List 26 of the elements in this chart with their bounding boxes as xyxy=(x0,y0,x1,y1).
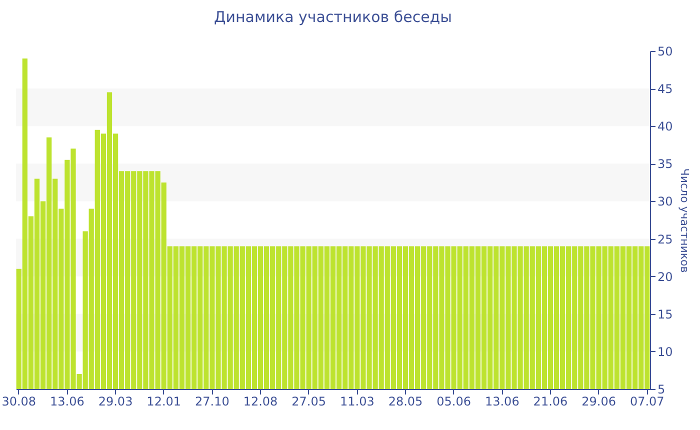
y-axis-title: Число участников xyxy=(678,168,691,273)
y-tick-label: 40 xyxy=(658,120,673,134)
x-tick-label: 11.03 xyxy=(340,394,374,408)
x-tick-label: 27.05 xyxy=(292,394,326,408)
x-tick-label: 13.06 xyxy=(50,394,84,408)
y-tick-label: 5 xyxy=(658,382,666,396)
y-tick-label: 35 xyxy=(658,157,673,172)
x-tick-label: 13.06 xyxy=(484,394,520,408)
x-tick-label: 12.08 xyxy=(243,394,278,408)
y-tick-label: 20 xyxy=(658,270,673,284)
y-tick-label: 10 xyxy=(658,344,673,359)
x-tick-label: 28.05 xyxy=(388,394,423,408)
x-tick-label: 07.07 xyxy=(630,394,664,408)
y-tick-label: 25 xyxy=(658,232,673,246)
x-tick-label: 29.06 xyxy=(582,394,616,408)
y-tick-label: 50 xyxy=(658,44,673,58)
y-tick-label: 15 xyxy=(658,307,673,322)
x-tick-label: 29.03 xyxy=(98,394,133,408)
x-tick-label: 27.10 xyxy=(195,394,230,408)
x-tick-label: 05.06 xyxy=(436,394,471,408)
y-tick-label: 45 xyxy=(658,82,673,96)
x-tick-label: 30.08 xyxy=(2,394,36,408)
x-tick-label: 21.06 xyxy=(533,394,568,408)
chart-title: Динамика участников беседы xyxy=(214,8,452,26)
y-tick-label: 30 xyxy=(658,194,673,209)
x-tick-label: 12.01 xyxy=(146,394,182,408)
